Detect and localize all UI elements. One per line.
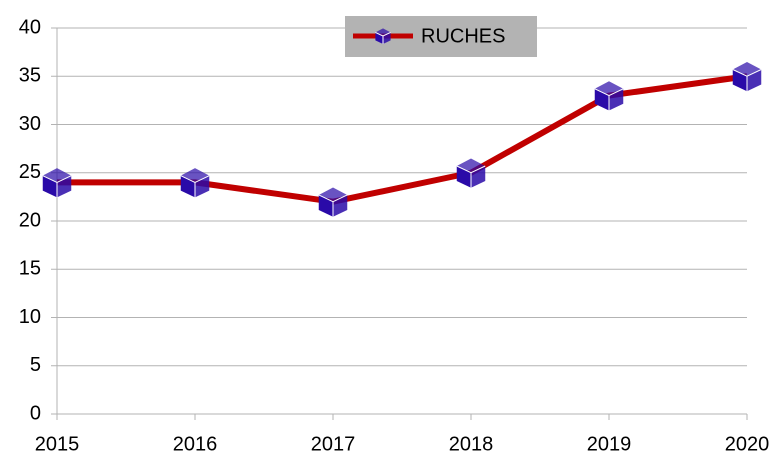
x-tick-label: 2019 — [587, 433, 632, 455]
series-line — [57, 73, 748, 205]
y-tick-label: 10 — [19, 306, 41, 328]
x-tick-label: 2020 — [725, 433, 770, 455]
y-tick-label: 25 — [19, 161, 41, 183]
marker-edge — [180, 175, 210, 183]
x-tick-label: 2018 — [449, 433, 494, 455]
legend-label: RUCHES — [421, 25, 505, 47]
data-point — [318, 187, 348, 217]
y-tick-label: 30 — [19, 113, 41, 135]
legend-marker — [375, 28, 391, 44]
y-tick-label: 15 — [19, 258, 41, 280]
y-tick-label: 5 — [30, 354, 41, 376]
marker-edge — [456, 165, 486, 174]
x-tick-label: 2016 — [173, 433, 218, 455]
y-tick-label: 35 — [19, 65, 41, 87]
marker-edge — [42, 175, 72, 183]
data-point — [594, 81, 624, 111]
x-tick-label: 2017 — [311, 433, 356, 455]
marker-edge — [318, 194, 348, 203]
y-tick-label: 0 — [30, 402, 41, 424]
y-tick-label: 40 — [19, 16, 41, 38]
data-point — [456, 158, 486, 188]
marker-edge — [732, 69, 762, 77]
marker-edge — [375, 31, 391, 37]
data-point — [42, 168, 72, 198]
x-tick-label: 2015 — [35, 433, 80, 455]
marker-edge — [594, 88, 624, 97]
data-point — [180, 168, 210, 198]
y-tick-label: 20 — [19, 209, 41, 231]
data-point — [732, 62, 762, 92]
